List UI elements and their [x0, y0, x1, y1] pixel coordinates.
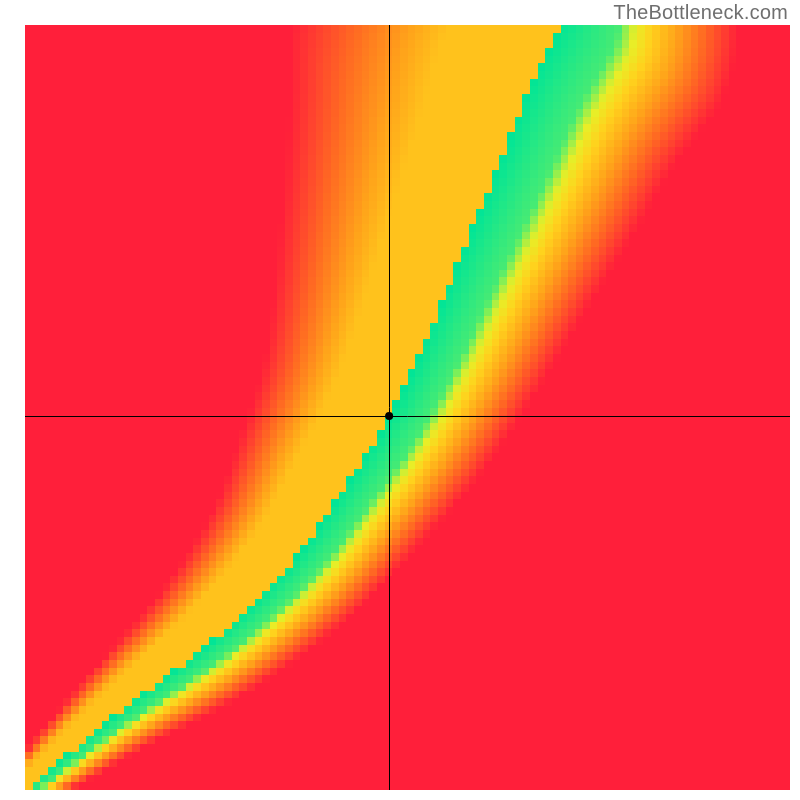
bottleneck-heatmap: [0, 0, 800, 800]
chart-container: TheBottleneck.com: [0, 0, 800, 800]
